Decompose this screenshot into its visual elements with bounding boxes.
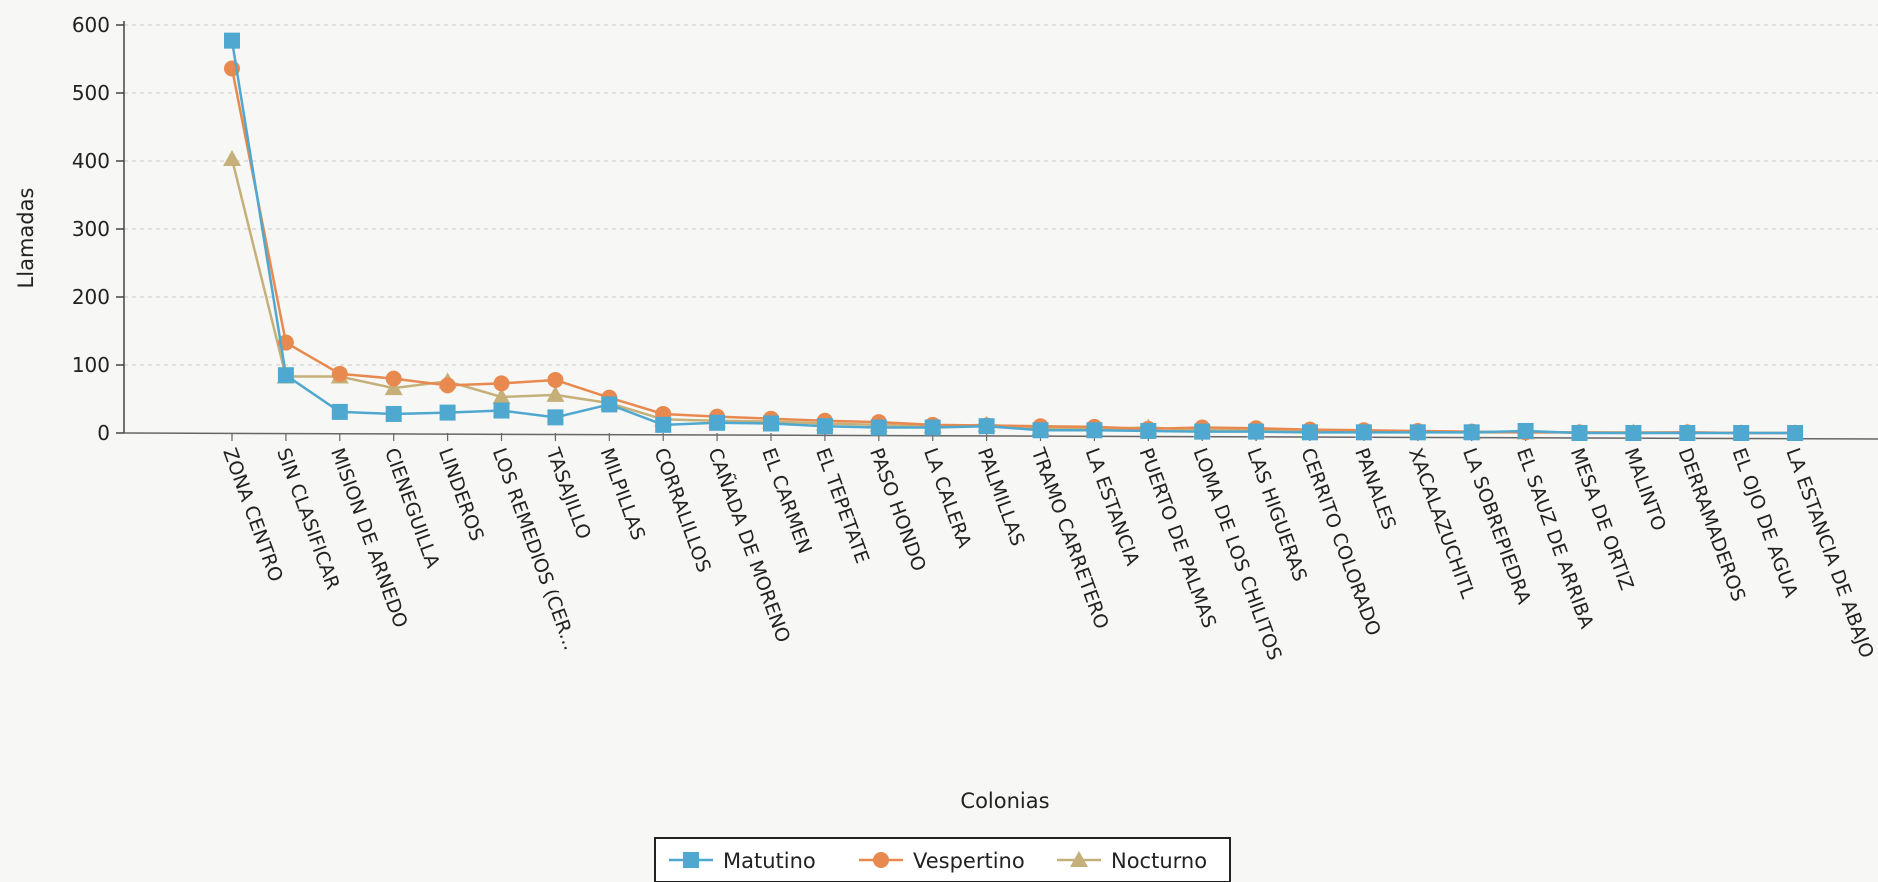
data-point: [1787, 425, 1804, 441]
legend-item-matutino: Matutino: [669, 849, 816, 873]
y-tick-label: 200: [72, 285, 110, 309]
x-tick-label: CORRALILLOS: [650, 445, 715, 575]
data-point: [1032, 422, 1049, 439]
data-point: [709, 414, 726, 431]
x-axis-title: Colonias: [960, 789, 1049, 813]
x-tick-label: TASAJILLO: [541, 444, 595, 542]
legend-marker: [1070, 851, 1088, 867]
x-tick-label: EL CARMEN: [757, 445, 816, 557]
legend-marker: [683, 852, 699, 868]
x-tick-label: CIENEGUILLA: [380, 445, 444, 571]
data-point: [331, 365, 348, 382]
x-tick-label: MALINTO: [1620, 445, 1670, 534]
data-point: [1248, 423, 1265, 440]
y-axis-title: Llamadas: [14, 188, 38, 289]
data-point: [1140, 422, 1157, 439]
x-tick-label: LA ESTANCIA: [1081, 445, 1144, 568]
legend-label: Vespertino: [913, 849, 1025, 873]
data-point: [547, 409, 564, 426]
legend-marker: [873, 852, 889, 868]
data-point: [763, 415, 779, 432]
legend-label: Nocturno: [1111, 849, 1207, 873]
x-tick-label: ZONA CENTRO: [218, 445, 287, 585]
x-tick-label: MILPILLAS: [596, 445, 650, 543]
series-line: [230, 158, 1796, 435]
data-point: [601, 396, 618, 413]
x-tick-label: EL TEPETATE: [811, 445, 873, 566]
data-point: [547, 371, 564, 388]
data-point: [1302, 424, 1318, 441]
data-point: [385, 405, 402, 422]
data-point: [1086, 422, 1103, 439]
data-point: [1571, 425, 1588, 441]
x-tick-label: LA ESTANCIA DE ABAJO: [1781, 445, 1877, 661]
legend-label: Matutino: [723, 849, 816, 873]
data-point: [439, 404, 456, 421]
y-tick-label: 600: [72, 13, 110, 37]
x-tick-label: LINDEROS: [434, 445, 488, 544]
data-point: [870, 419, 887, 436]
data-point: [924, 419, 941, 436]
legend-item-vespertino: Vespertino: [859, 849, 1025, 873]
series-line: [230, 40, 1796, 435]
series-line: [230, 68, 1796, 435]
data-point: [277, 367, 294, 384]
data-point: [655, 416, 672, 433]
y-axis: 0 100 200 300 400 500 600: [72, 13, 125, 445]
data-point: [224, 32, 240, 49]
data-point: [1679, 425, 1696, 441]
data-point: [978, 418, 995, 435]
data-point: [546, 385, 565, 402]
data-point: [1409, 424, 1426, 441]
legend: Matutino Vespertino Nocturno: [654, 837, 1231, 882]
y-tick-label: 0: [97, 421, 110, 445]
y-tick-label: 400: [72, 149, 110, 173]
y-tick-label: 300: [72, 217, 110, 241]
data-point: [492, 387, 511, 404]
x-tick-label: PASO HONDO: [865, 445, 930, 574]
data-point: [493, 402, 510, 419]
data-point: [1463, 424, 1480, 441]
legend-box: [654, 837, 1231, 882]
data-point: [385, 370, 402, 387]
data-point: [1517, 422, 1534, 439]
data-point: [1355, 424, 1372, 441]
data-point: [1625, 425, 1642, 441]
data-point: [816, 418, 833, 435]
data-point: [331, 403, 348, 420]
data-point: [384, 379, 403, 396]
data-point: [1194, 423, 1211, 440]
data-point: [493, 375, 510, 392]
data-point: [223, 149, 241, 166]
data-point: [1733, 425, 1750, 441]
x-tick-label: PANALES: [1350, 445, 1400, 533]
series-nocturno: [223, 149, 1805, 440]
data-point: [439, 377, 456, 394]
y-tick-label: 500: [72, 81, 110, 105]
series-matutino: [224, 32, 1804, 441]
x-tick-label: LA CALERA: [919, 445, 975, 551]
grid-lines: [124, 24, 1878, 366]
y-tick-label: 100: [72, 353, 110, 377]
series-vespertino: [224, 60, 1804, 441]
x-tick-label: PALMILLAS: [973, 445, 1029, 549]
legend-item-nocturno: Nocturno: [1057, 849, 1207, 873]
series-layer: [223, 32, 1805, 441]
